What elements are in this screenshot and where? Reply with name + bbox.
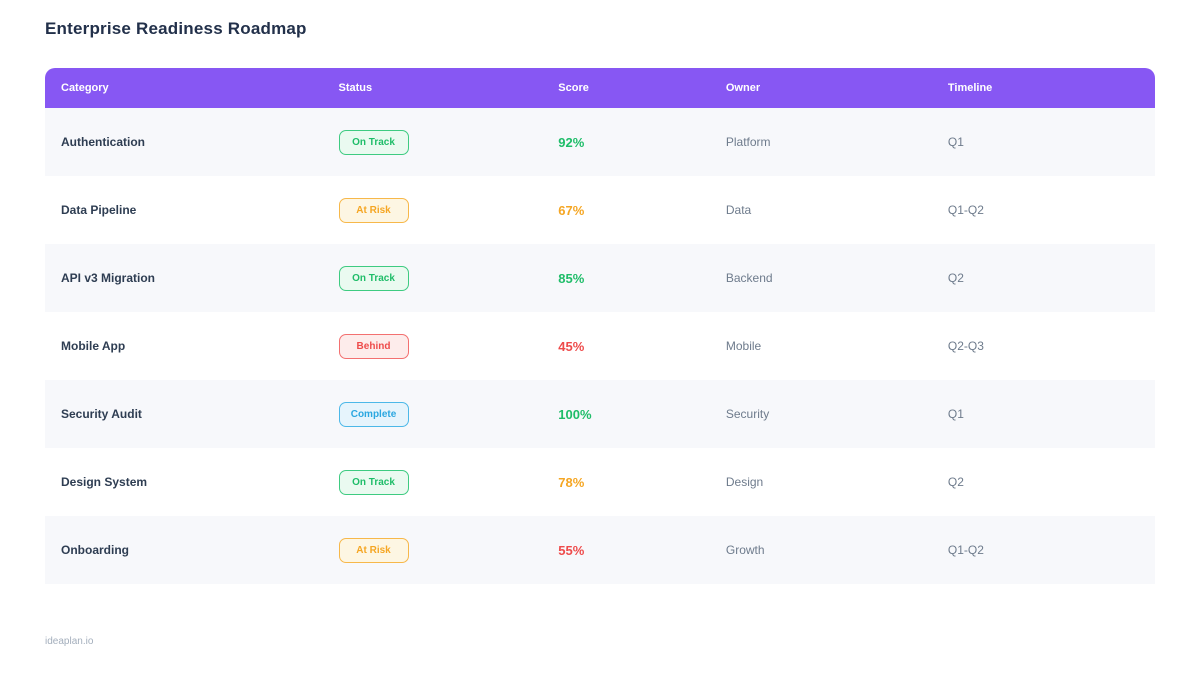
score-value: 67% <box>558 202 585 218</box>
page: Enterprise Readiness Roadmap Category Sta… <box>0 18 1200 647</box>
cell-status: At Risk <box>323 197 543 223</box>
score-value: 85% <box>558 270 585 286</box>
status-badge: Behind <box>338 333 409 359</box>
page-title: Enterprise Readiness Roadmap <box>45 19 307 38</box>
table-row: Data Pipeline At Risk 67% Data Q1-Q2 <box>45 176 1155 244</box>
cell-owner: Growth <box>725 543 765 557</box>
cell-timeline: Q1 <box>947 407 964 421</box>
column-header-status: Status <box>338 82 373 94</box>
score-value: 100% <box>558 406 592 422</box>
column-header-timeline: Timeline <box>947 82 993 94</box>
score-value: 55% <box>558 542 585 558</box>
cell-category: Mobile App <box>61 339 126 353</box>
cell-category: Data Pipeline <box>61 203 137 217</box>
roadmap-table: Category Status Score Owner Timeline Authent… <box>45 68 1155 584</box>
column-header-score: Score <box>558 82 589 94</box>
cell-timeline: Q2 <box>947 475 964 489</box>
cell-category: Design System <box>61 475 148 489</box>
table-body: Authentication On Track 92% Platform Q1 Data … <box>45 108 1155 584</box>
cell-status: On Track <box>323 265 543 291</box>
cell-category: API v3 Migration <box>61 271 156 285</box>
cell-owner: Design <box>725 475 764 489</box>
cell-category: Authentication <box>61 135 145 149</box>
cell-category: Security Audit <box>61 407 142 421</box>
score-value: 92% <box>558 134 585 150</box>
table-row: Onboarding At Risk 55% Growth Q1-Q2 <box>45 516 1155 584</box>
cell-status: Complete <box>323 401 543 427</box>
cell-category: Onboarding <box>61 543 129 557</box>
status-badge: On Track <box>338 469 409 495</box>
cell-timeline: Q1 <box>947 135 964 149</box>
cell-status: On Track <box>323 129 543 155</box>
cell-owner: Backend <box>725 271 773 285</box>
column-header-owner: Owner <box>725 82 761 94</box>
cell-timeline: Q2-Q3 <box>947 339 984 353</box>
table-row: Security Audit Complete 100% Security Q1 <box>45 380 1155 448</box>
column-header-category: Category <box>61 82 109 94</box>
score-value: 78% <box>558 474 585 490</box>
table-row: Mobile App Behind 45% Mobile Q2-Q3 <box>45 312 1155 380</box>
cell-timeline: Q2 <box>947 271 964 285</box>
status-badge: Complete <box>338 401 409 427</box>
status-badge: On Track <box>338 265 409 291</box>
status-badge: On Track <box>338 129 409 155</box>
watermark: ideaplan.io <box>45 636 94 647</box>
cell-status: Behind <box>323 333 543 359</box>
table-row: API v3 Migration On Track 85% Backend Q2 <box>45 244 1155 312</box>
cell-timeline: Q1-Q2 <box>947 543 984 557</box>
cell-owner: Data <box>725 203 752 217</box>
cell-owner: Platform <box>725 135 771 149</box>
score-value: 45% <box>558 338 585 354</box>
cell-owner: Mobile <box>725 339 762 353</box>
cell-status: At Risk <box>323 537 543 563</box>
status-badge: At Risk <box>338 537 409 563</box>
table-header-row: Category Status Score Owner Timeline <box>45 68 1155 108</box>
cell-timeline: Q1-Q2 <box>947 203 984 217</box>
table-row: Design System On Track 78% Design Q2 <box>45 448 1155 516</box>
status-badge: At Risk <box>338 197 409 223</box>
table-row: Authentication On Track 92% Platform Q1 <box>45 108 1155 176</box>
cell-owner: Security <box>725 407 770 421</box>
cell-status: On Track <box>323 469 543 495</box>
